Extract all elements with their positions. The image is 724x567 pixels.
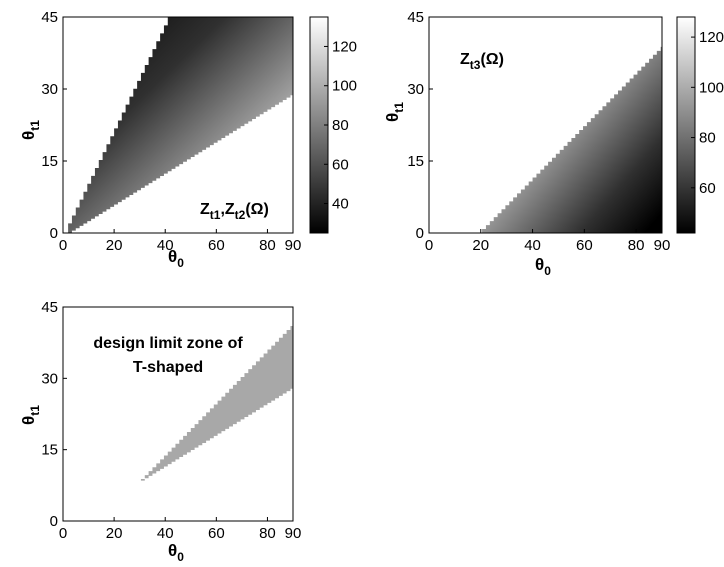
- y-tick-label: 45: [41, 9, 58, 26]
- y-tick-label: 15: [407, 153, 424, 170]
- x-ticks: 0 20 40 60 80 90: [425, 229, 671, 254]
- y-tick-label: 0: [50, 225, 58, 242]
- colorbar-ticks: 40 60 80 100 120: [324, 38, 357, 213]
- colorbar-ticks: 60 80 100 120: [691, 29, 724, 197]
- zt1-zt2-region: [68, 17, 293, 233]
- colorbar-tick-label: 100: [332, 78, 357, 95]
- x-tick-label: 20: [106, 525, 123, 542]
- x-axis-label: θ0: [535, 255, 551, 278]
- annotation-line-2: T-shaped: [133, 359, 203, 376]
- x-tick-label: 80: [259, 525, 276, 542]
- x-tick-label: 20: [472, 237, 489, 254]
- x-tick-label: 90: [285, 525, 302, 542]
- colorbar-tick-label: 60: [332, 156, 349, 173]
- colorbar-tick-label: 80: [332, 117, 349, 134]
- panel-zt1-zt2: 0 20 40 60 80 90 0 15 30 45 θ0 θt1 Zt1,Zt2(Ω) 40…: [19, 9, 357, 270]
- x-tick-label: 90: [654, 237, 671, 254]
- colorbar-tick-label: 120: [332, 38, 357, 55]
- y-tick-label: 30: [407, 81, 424, 98]
- y-tick-label: 15: [41, 442, 58, 459]
- y-tick-label: 45: [41, 299, 58, 316]
- x-tick-label: 0: [425, 237, 433, 254]
- colorbar-tick-label: 100: [699, 79, 724, 96]
- y-tick-label: 30: [41, 81, 58, 98]
- colorbar: [676, 16, 696, 234]
- x-tick-label: 90: [285, 237, 302, 254]
- region-annotation: Zt1,Zt2(Ω): [200, 201, 269, 222]
- y-tick-label: 0: [416, 225, 424, 242]
- panel-design-limit: 0 20 40 60 80 90 0 15 30 45 θ0 θt1 design limit …: [19, 299, 301, 564]
- x-tick-label: 40: [157, 237, 174, 254]
- x-tick-label: 0: [59, 237, 67, 254]
- y-ticks: 0 15 30 45: [41, 9, 67, 242]
- x-tick-label: 60: [208, 525, 225, 542]
- plot-area-frame: [62, 306, 294, 522]
- y-axis-label: θt1: [19, 120, 42, 140]
- y-tick-label: 30: [41, 370, 58, 387]
- y-tick-label: 0: [50, 513, 58, 530]
- x-tick-label: 80: [628, 237, 645, 254]
- x-axis-label: θ0: [168, 247, 184, 270]
- x-ticks: 0 20 40 60 80 90: [59, 517, 302, 542]
- x-ticks: 0 20 40 60 80 90: [59, 229, 302, 254]
- y-tick-label: 15: [41, 153, 58, 170]
- x-tick-label: 20: [106, 237, 123, 254]
- design-limit-region: [137, 326, 293, 483]
- plot-area-frame: [428, 16, 663, 234]
- plot-area-frame: [62, 16, 294, 234]
- x-tick-label: 0: [59, 525, 67, 542]
- y-ticks: 0 15 30 45: [41, 299, 67, 530]
- panel-zt3: 0 20 40 60 80 90 0 15 30 45 θ0 θt1 Zt3(Ω) 60 80 10…: [383, 9, 724, 278]
- x-axis-label: θ0: [168, 541, 184, 564]
- zt3-region: [478, 46, 662, 233]
- region-annotation: Zt3(Ω): [460, 51, 504, 72]
- y-tick-label: 45: [407, 9, 424, 26]
- y-axis-label: θt1: [19, 405, 42, 425]
- y-axis-label: θt1: [383, 102, 406, 122]
- colorbar-tick-label: 40: [332, 196, 349, 213]
- colorbar-tick-label: 80: [699, 130, 716, 147]
- x-tick-label: 80: [259, 237, 276, 254]
- x-tick-label: 60: [576, 237, 593, 254]
- x-tick-label: 40: [157, 525, 174, 542]
- y-ticks: 0 15 30 45: [407, 9, 433, 242]
- annotation-line-1: design limit zone of: [93, 335, 243, 352]
- x-tick-label: 40: [524, 237, 541, 254]
- colorbar-tick-label: 60: [699, 180, 716, 197]
- colorbar-tick-label: 120: [699, 29, 724, 46]
- x-tick-label: 60: [208, 237, 225, 254]
